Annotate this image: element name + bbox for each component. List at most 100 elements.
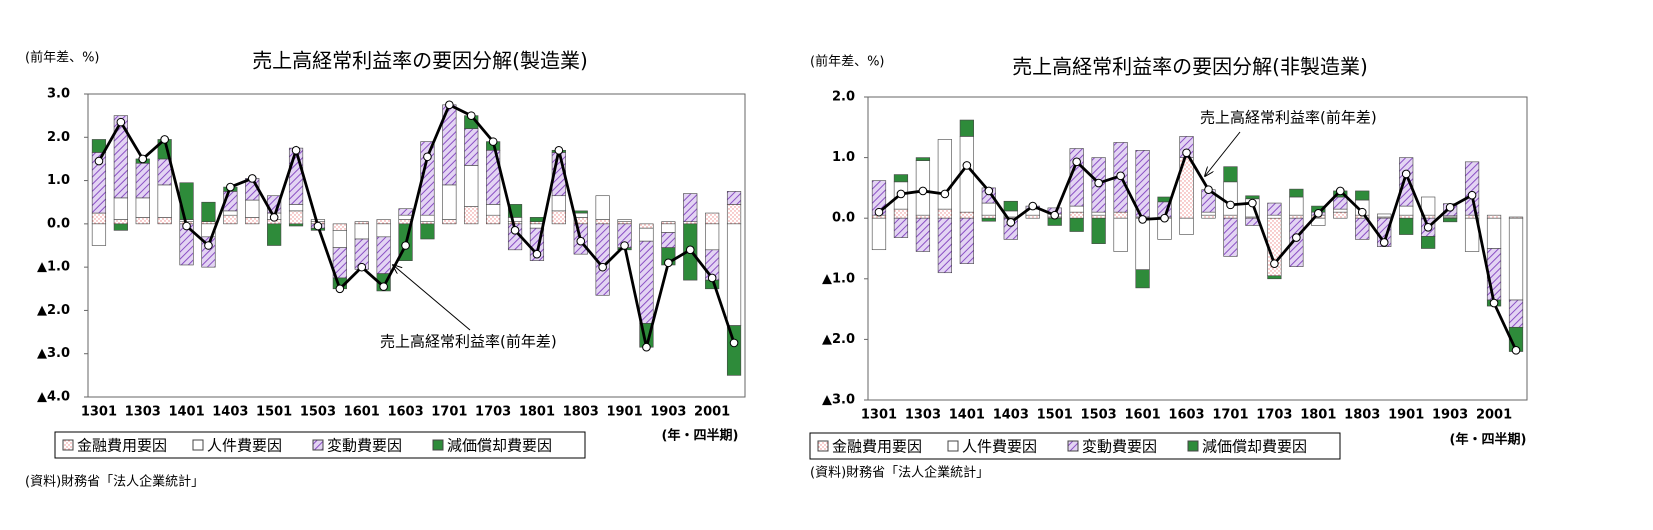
y-tick-label: ▲1.0 (37, 260, 70, 275)
bar-segment (981, 217, 996, 222)
y-tick-label: ▲4.0 (37, 390, 70, 405)
line-marker (1204, 185, 1213, 195)
bar-segment (464, 128, 479, 166)
y-tick-label: 1.0 (832, 150, 855, 165)
bar-segment (1113, 211, 1128, 219)
y-tick-label: 0.0 (47, 216, 70, 231)
line-marker (269, 213, 279, 222)
legend-swatch (312, 439, 324, 451)
legend-swatch (432, 439, 444, 451)
bar-segment (959, 217, 974, 264)
bar-segment (639, 227, 654, 242)
bar-segment (507, 221, 523, 225)
bar-segment (1135, 269, 1150, 289)
bar-segment (486, 204, 501, 216)
y-tick-label: 0.0 (832, 211, 855, 226)
bar-segment (135, 197, 150, 218)
x-tick-label: 1801 (1300, 408, 1336, 423)
line-marker (1094, 178, 1103, 188)
bar-segment (1025, 214, 1040, 219)
line-marker (291, 145, 301, 155)
legend-label: 変動費要因 (1082, 438, 1157, 456)
legend-label: 減価償却費要因 (447, 437, 552, 455)
bar-segment (1289, 214, 1304, 219)
bar-segment (1399, 205, 1414, 216)
x-tick-label: 1603 (387, 405, 423, 420)
bar-segment (959, 211, 974, 219)
line-marker (160, 135, 169, 144)
annotation-arrow (1205, 131, 1241, 176)
line-marker (138, 154, 148, 164)
bar-segment (1069, 211, 1084, 219)
x-tick-label: 1303 (905, 408, 941, 423)
bar-segment (705, 212, 720, 225)
line-marker (874, 207, 884, 217)
line-marker (1314, 209, 1323, 218)
bar-segment (683, 221, 698, 225)
legend-label: 変動費要因 (327, 437, 402, 455)
line-marker (1292, 233, 1301, 242)
bar-segment (1135, 217, 1150, 271)
bar-segment (981, 202, 996, 216)
bar-segment (1443, 217, 1458, 223)
line (97, 102, 736, 348)
line-marker (984, 186, 994, 196)
legend-label: 人件費要因 (207, 437, 282, 455)
bar-segment (1355, 190, 1370, 201)
bar-segment (1486, 214, 1502, 219)
line-marker (1072, 157, 1081, 167)
bar-segment (135, 217, 150, 225)
bar-segment (1069, 205, 1084, 213)
bar-segment (288, 147, 304, 205)
line (878, 149, 1518, 351)
bar-segment (157, 184, 172, 218)
bar-segment (1201, 211, 1216, 216)
bar-segment (1464, 161, 1480, 216)
line-marker (1138, 215, 1147, 224)
bar-segment (705, 223, 720, 251)
x-axis-label: (年・四半期) (1450, 432, 1527, 448)
bar-segment (1091, 217, 1106, 244)
bar-segment (113, 219, 128, 225)
line-marker (620, 241, 629, 250)
bar-segment (201, 201, 216, 222)
x-tick-label: 1903 (650, 405, 686, 420)
bar-segment (376, 223, 391, 238)
bar-segment (595, 219, 610, 225)
x-tick-label: 1601 (1124, 408, 1160, 423)
line-marker (1401, 169, 1411, 179)
bar-segment (1486, 217, 1502, 249)
bar-segment (551, 195, 566, 212)
x-tick-label: 1403 (212, 405, 248, 420)
bar-segment (893, 174, 909, 183)
bar-segment (398, 208, 413, 216)
bar-segment (1267, 275, 1282, 280)
line-marker (357, 262, 367, 272)
bar-segment (726, 325, 742, 376)
line-marker (401, 241, 410, 250)
bar-segment (1245, 195, 1260, 200)
legend-swatch (62, 439, 74, 451)
source-note: (資料)財務省「法人企業統計」 (810, 465, 989, 481)
bar-segment (1333, 196, 1348, 210)
line-marker (532, 249, 542, 259)
line-marker (1467, 190, 1477, 200)
line-marker (598, 262, 607, 272)
bar-segment (135, 162, 150, 199)
bar-segment (1399, 217, 1414, 235)
legend-label: 金融費用要因 (77, 437, 167, 455)
x-axis-label: (年・四半期) (662, 428, 739, 444)
bar-segment (1223, 181, 1238, 216)
bar-segment (1091, 211, 1106, 216)
bar-segment (1091, 214, 1106, 219)
line-marker (379, 282, 388, 291)
x-tick-label: 1301 (861, 408, 897, 423)
y-tick-label: ▲2.0 (822, 332, 855, 347)
bar-segment (726, 223, 742, 326)
bar-segment (91, 139, 107, 153)
bar-segment (639, 223, 654, 229)
chart-title: 売上高経常利益率の要因分解(製造業) (252, 49, 588, 73)
bar-segment (201, 221, 216, 225)
bar-segment (376, 236, 391, 274)
bar-segment (157, 217, 172, 225)
